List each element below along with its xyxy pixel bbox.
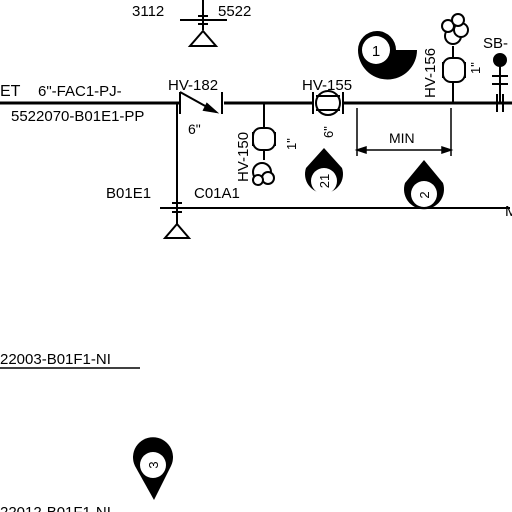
callout-marker-1: 1 [358,31,417,80]
drain-valve-hv150 [252,103,276,186]
top-tee-symbol [180,0,227,47]
vertical-branch-line [160,103,510,239]
line-spec-continued-label: 5522070-B01E1-PP [11,108,144,125]
check-valve-hv182 [179,91,223,114]
callout-marker-2: 2 [404,160,444,210]
min-label: MIN [389,130,415,146]
b01e1-label: B01E1 [106,185,151,202]
sb-instrument-symbol [492,53,508,103]
line-22003-label: 22003-B01F1-NI [0,351,111,368]
callout-marker-3: 3 [133,437,173,500]
hv156-size: 1" [468,62,483,74]
hv155-size: 6" [321,126,336,138]
vent-valve-hv156 [441,13,469,103]
top-left-number: 3112 [132,3,164,20]
hv150-tag: HV-150 [235,132,252,182]
marker-3-number: 3 [146,461,161,468]
hv155-tag: HV-155 [302,77,352,94]
c01a1-label: C01A1 [194,185,240,202]
line-break-marks [496,94,504,112]
min-dimension [354,108,454,156]
top-right-number: 5522 [218,3,251,20]
hv182-tag: HV-182 [168,77,218,94]
callout-marker-21: 21 [305,148,343,194]
marker-1-number: 1 [372,43,380,60]
marker-2-number: 2 [417,191,432,198]
m-cut-label: M [505,203,512,220]
line-spec-label: 6"-FAC1-PJ- [38,83,122,100]
ball-valve-hv155 [312,90,344,116]
marker-21-number: 21 [317,174,332,188]
et-label: ET [0,83,21,100]
hv150-size: 1" [284,138,299,150]
line-22012-label: 22012-B01F1-NI [0,504,111,512]
hv182-size: 6" [188,121,201,137]
hv156-tag: HV-156 [422,48,439,98]
sb-tag: SB- [483,35,508,52]
